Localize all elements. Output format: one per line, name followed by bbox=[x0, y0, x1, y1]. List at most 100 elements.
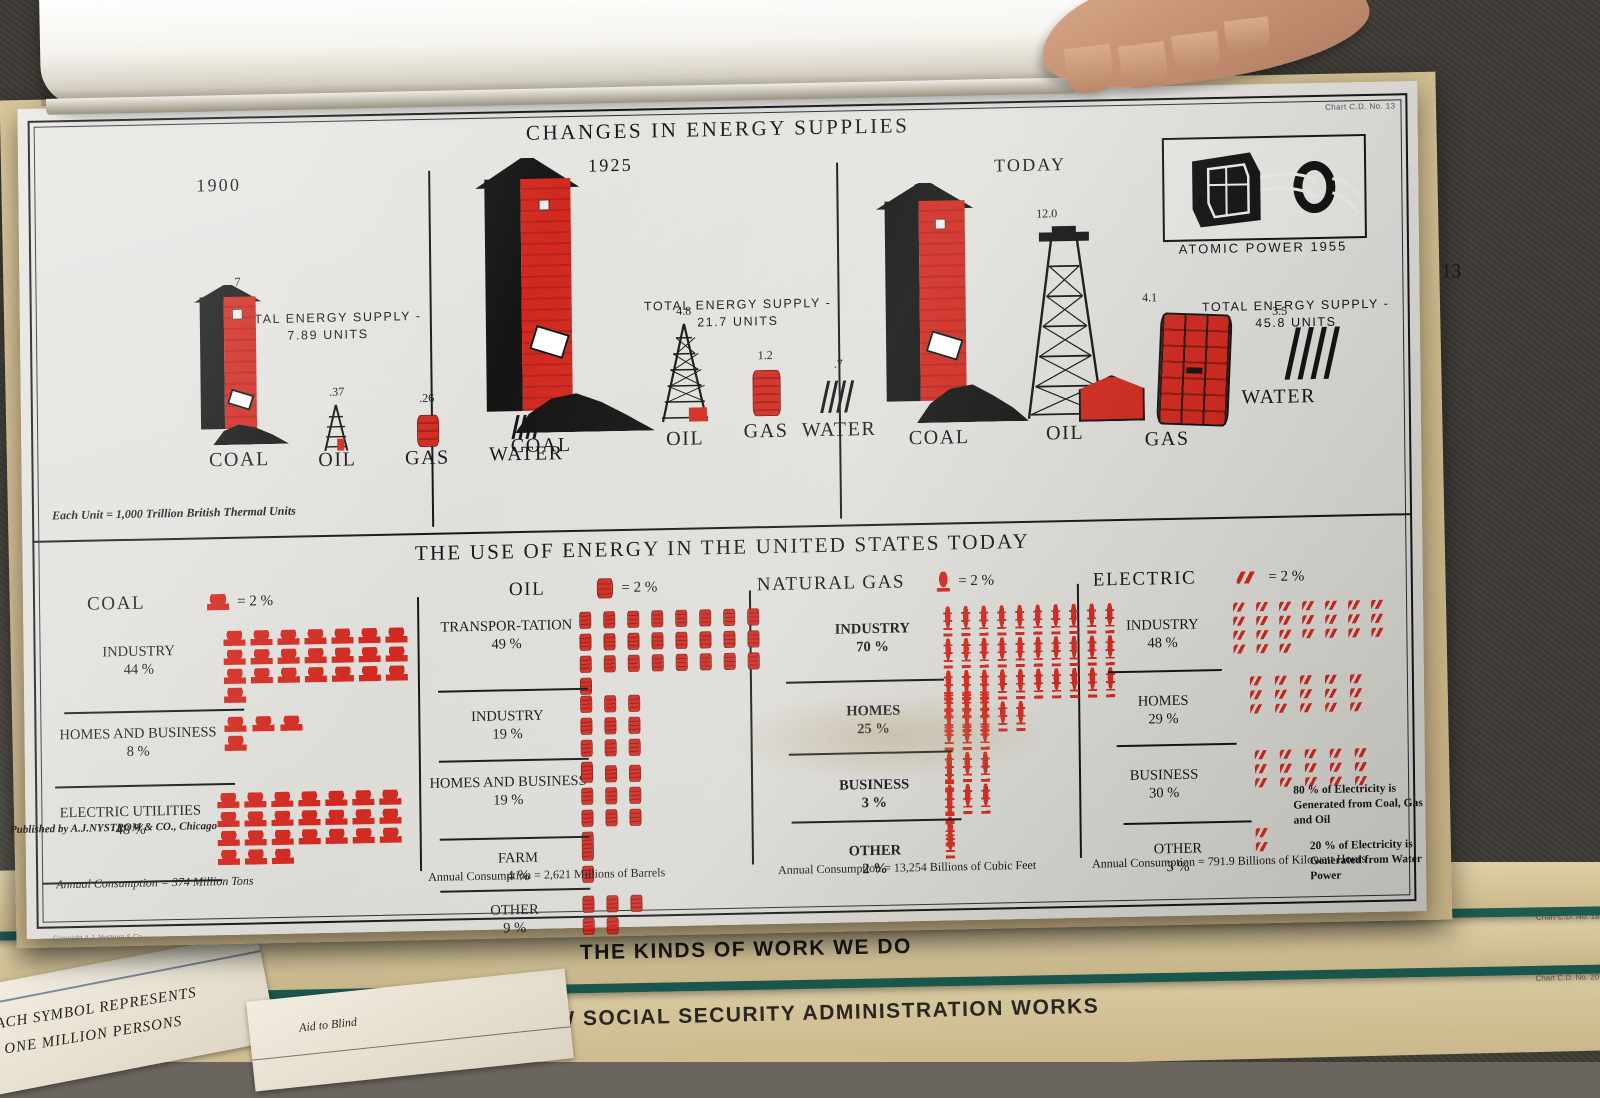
barrel-icon bbox=[603, 655, 616, 673]
lightning-icon bbox=[1279, 615, 1296, 625]
tipple-icon bbox=[277, 629, 300, 645]
row-category: INDUSTRY bbox=[1125, 616, 1199, 634]
flame-icon bbox=[937, 571, 951, 592]
barrel-icon bbox=[675, 653, 688, 671]
sheet-title: THE KINDS OF WORK WE DO bbox=[579, 934, 913, 965]
annual-consumption-coal: Annual Consumption = 374 Million Tons bbox=[56, 873, 254, 892]
tipple-icon bbox=[352, 790, 375, 806]
era-year-label: 1925 bbox=[587, 154, 634, 176]
tipple-icon bbox=[271, 848, 295, 865]
lightning-icon bbox=[1300, 703, 1317, 713]
lightning-icon bbox=[1233, 616, 1250, 626]
row-category: HOMES AND BUSINESS bbox=[429, 772, 587, 792]
flame-icon bbox=[944, 688, 954, 719]
pictogram-row: INDUSTRY 70 % bbox=[755, 603, 1116, 733]
lightning-icon bbox=[1304, 763, 1321, 773]
row-category: OTHER bbox=[490, 901, 539, 919]
tipple-icon bbox=[280, 715, 303, 731]
tipple-icon bbox=[252, 716, 275, 732]
row-category: HOMES bbox=[846, 702, 901, 720]
lightning-icon bbox=[1279, 629, 1296, 639]
flame-icon bbox=[1069, 603, 1079, 635]
barrel-icon bbox=[581, 787, 594, 805]
tipple-icon bbox=[250, 649, 273, 665]
lightning-icon bbox=[1256, 615, 1273, 626]
tipple-icon bbox=[331, 628, 354, 644]
tipple-icon bbox=[224, 687, 247, 704]
barrel-icon bbox=[582, 895, 595, 913]
row-category: BUSINESS bbox=[838, 776, 910, 794]
lightning-icon bbox=[1254, 750, 1271, 760]
row-category: INDUSTRY bbox=[470, 707, 544, 726]
lightning-icon bbox=[1256, 643, 1273, 654]
bar-value: 12.0 bbox=[1036, 206, 1058, 221]
barrel-icon bbox=[579, 677, 593, 695]
energy-supply-chart: 1900 TOTAL ENERGY SUPPLY - 7.89 UNITS 7 … bbox=[36, 133, 1404, 530]
lightning-icon bbox=[1302, 601, 1319, 611]
bar-coal-1925: 15 COAL bbox=[472, 176, 655, 470]
barrel-icon bbox=[579, 655, 592, 673]
row-value: 25 % bbox=[857, 720, 890, 738]
tipple-icon bbox=[217, 792, 240, 809]
symbol-group-electric-homes bbox=[1249, 674, 1370, 714]
flame-icon bbox=[980, 719, 990, 750]
tipple-icon bbox=[244, 830, 267, 846]
column-title: ELECTRIC bbox=[1092, 567, 1197, 591]
lightning-icon bbox=[1275, 689, 1292, 699]
era-year-label: 1900 bbox=[196, 174, 242, 196]
lightning-icon bbox=[1329, 762, 1346, 772]
tipple-icon bbox=[358, 627, 381, 644]
lightning-icon bbox=[1325, 614, 1342, 624]
electric-note-80: 80 % of Electricity is Generated from Co… bbox=[1293, 782, 1423, 827]
lightning-icon bbox=[1250, 704, 1267, 714]
lightning-icon bbox=[1302, 615, 1319, 625]
era-panel-today: TODAY TOTAL ENERGY SUPPLY - 45.8 UNITS A… bbox=[844, 133, 1408, 514]
tipple-icon bbox=[244, 849, 268, 865]
row-label: INDUSTRY 70 % bbox=[797, 619, 947, 658]
loose-sheet-line3: Aid to Blind bbox=[298, 1014, 358, 1035]
tipple-icon bbox=[244, 792, 267, 808]
row-value: 3 % bbox=[861, 794, 888, 812]
tipple-icon bbox=[217, 811, 240, 828]
pictogram-row: TRANSPOR-TATION 49 % bbox=[421, 608, 760, 695]
bar-value: .26 bbox=[419, 390, 435, 406]
tipple-icon bbox=[325, 790, 348, 807]
barrel-icon bbox=[651, 632, 664, 650]
pictogram-column-electric: ELECTRIC = 2 % INDUSTRY 48 % HOMES 29 % bbox=[1081, 553, 1423, 882]
lightning-icon bbox=[1256, 601, 1273, 612]
row-category: ELECTRIC UTILITIES bbox=[59, 802, 202, 822]
symbol-group-oil-homes bbox=[580, 764, 656, 849]
energy-supplies-poster[interactable]: STANLEY E. DIMOND PELLE E. BEAMER CITIZE… bbox=[17, 80, 1461, 943]
row-value: 19 % bbox=[493, 792, 524, 809]
flame-icon bbox=[944, 760, 955, 791]
energy-use-pictogram: COAL = 2 % INDUSTRY 44 % HOMES AND BUSIN… bbox=[39, 553, 1423, 936]
tipple-icon bbox=[277, 648, 300, 664]
flame-icon bbox=[961, 638, 971, 669]
tipple-icon bbox=[271, 810, 294, 827]
flame-icon bbox=[979, 605, 989, 636]
bar-category-label: COAL bbox=[208, 448, 270, 472]
flame-icon bbox=[943, 606, 953, 637]
tipple-icon bbox=[223, 668, 246, 685]
lightning-icon bbox=[1349, 674, 1366, 684]
lightning-icon bbox=[1233, 630, 1250, 640]
bar-value: 4.8 bbox=[676, 303, 692, 318]
tipple-icon bbox=[331, 666, 354, 682]
bar-value: 3.5 bbox=[1272, 303, 1288, 318]
atomic-power-illustration bbox=[1161, 134, 1367, 243]
barrel-icon bbox=[628, 764, 642, 782]
tipple-icon bbox=[304, 647, 327, 664]
flame-icon bbox=[997, 605, 1007, 636]
barrel-icon bbox=[699, 631, 712, 649]
bar-category-label: OIL bbox=[318, 448, 357, 472]
tipple-icon bbox=[250, 668, 273, 684]
row-label: HOMES 25 % bbox=[798, 700, 948, 739]
lightning-icon bbox=[1233, 602, 1250, 612]
tipple-icon bbox=[325, 828, 348, 845]
lightning-icon bbox=[1348, 600, 1365, 610]
bar-category-label: COAL bbox=[908, 426, 970, 450]
barrel-icon bbox=[580, 695, 593, 713]
barrel-icon bbox=[604, 695, 617, 713]
water-blades-icon bbox=[1284, 326, 1345, 380]
pictogram-row: ELECTRIC UTILITIES 48 % bbox=[41, 787, 420, 887]
